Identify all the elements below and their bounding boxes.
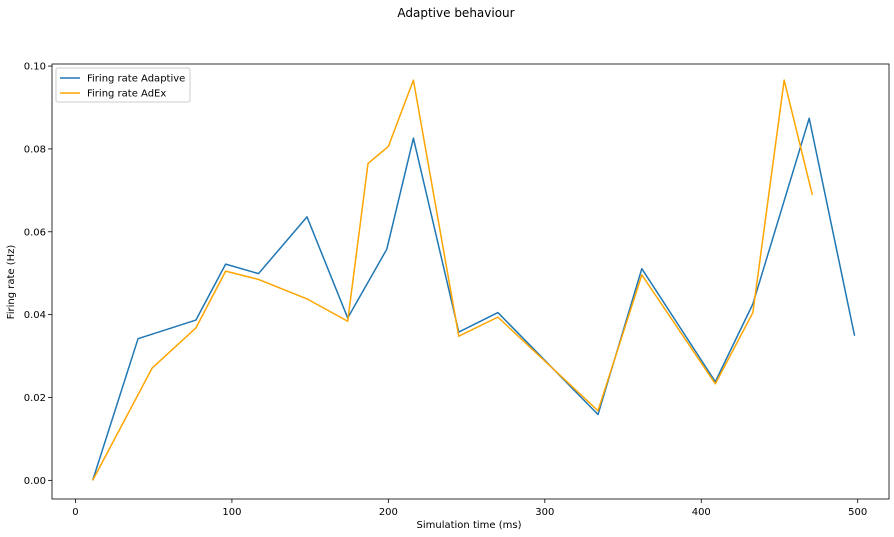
y-tick-label: 0.04 (24, 310, 46, 321)
series-line-adaptive (91, 117, 856, 481)
y-tick-label: 0.08 (24, 144, 46, 155)
legend-label-adaptive: Firing rate Adaptive (87, 74, 185, 85)
x-tick-label: 0 (72, 507, 78, 518)
y-tick-label: 0.00 (24, 476, 46, 487)
x-tick-label: 300 (535, 507, 554, 518)
y-tick-label: 0.10 (24, 62, 46, 73)
y-tick-label: 0.06 (24, 227, 46, 238)
chart-title: Adaptive behaviour (397, 6, 514, 20)
y-axis: 0.00 0.02 0.04 0.06 0.08 0.10 (24, 62, 52, 487)
x-axis: 0 100 200 300 400 500 (72, 499, 867, 518)
legend: Firing rate Adaptive Firing rate AdEx (55, 67, 191, 103)
series-line-adex (92, 79, 814, 481)
plot-area (51, 63, 890, 500)
x-axis-title: Simulation time (ms) (417, 520, 522, 531)
y-tick-label: 0.02 (24, 393, 46, 404)
legend-box (55, 67, 191, 103)
x-tick-label: 100 (222, 507, 241, 518)
x-tick-label: 500 (848, 507, 867, 518)
series-layer (91, 79, 856, 481)
x-tick-label: 400 (692, 507, 711, 518)
plot-frame (51, 63, 890, 500)
x-tick-label: 200 (379, 507, 398, 518)
legend-label-adex: Firing rate AdEx (87, 89, 166, 100)
y-axis-title: Firing rate (Hz) (6, 245, 17, 320)
